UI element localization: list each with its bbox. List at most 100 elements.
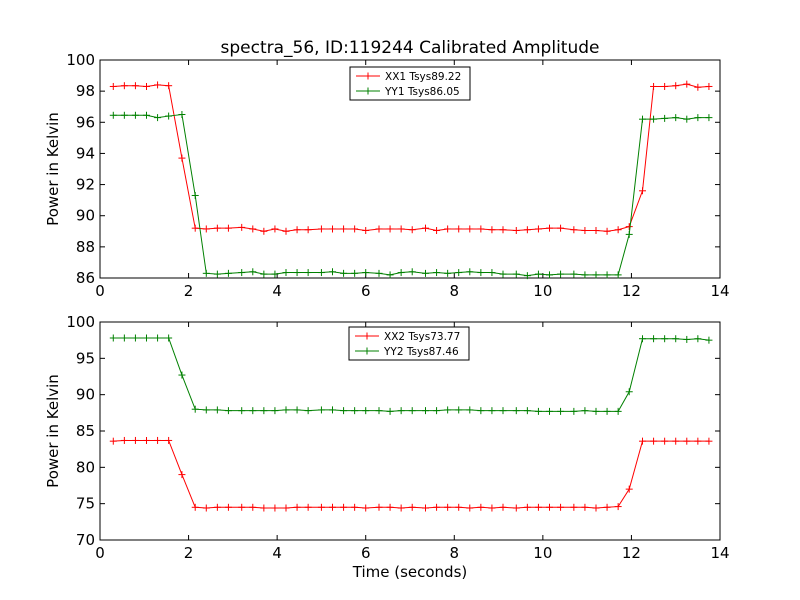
data-point (639, 437, 646, 445)
data-point (523, 407, 531, 415)
data-point (165, 82, 173, 90)
data-point (581, 503, 589, 511)
data-point (260, 227, 268, 235)
data-point (154, 436, 162, 444)
data-point (477, 407, 485, 415)
data-point (639, 187, 646, 195)
data-point (650, 115, 658, 123)
x-tick-label: 8 (450, 544, 460, 562)
data-point (592, 271, 600, 279)
x-axis-label: Time (seconds) (352, 563, 468, 581)
data-point (499, 270, 507, 278)
data-point (191, 503, 199, 511)
data-point (581, 407, 589, 415)
data-point (661, 437, 669, 445)
data-point (705, 336, 713, 344)
data-point (165, 112, 173, 120)
data-point (397, 407, 405, 415)
data-point (661, 82, 669, 90)
data-point (422, 407, 429, 415)
data-point (570, 407, 578, 415)
plot-frame (99, 59, 721, 279)
y-tick-label: 100 (66, 51, 95, 69)
data-point (661, 114, 669, 122)
data-point (238, 407, 246, 415)
data-point (271, 270, 279, 278)
data-point (466, 225, 474, 233)
data-point (625, 485, 633, 493)
data-point (260, 407, 268, 415)
data-point (178, 371, 186, 379)
data-point (523, 272, 531, 280)
data-point (592, 407, 600, 415)
y-tick-label: 80 (76, 458, 95, 476)
data-point (351, 269, 359, 277)
data-point (260, 504, 268, 512)
data-point (154, 334, 162, 342)
data-point (397, 269, 405, 277)
y-tick-label: 96 (76, 113, 95, 131)
data-point (488, 269, 496, 277)
data-point (282, 406, 290, 414)
data-point (455, 269, 463, 277)
y-tick-label: 88 (76, 238, 95, 256)
data-point (422, 269, 429, 277)
data-point (224, 503, 232, 511)
y-tick-label: 86 (76, 269, 95, 287)
data-point (120, 334, 128, 342)
data-point (603, 503, 611, 511)
data-point (534, 225, 542, 233)
data-point (213, 270, 221, 278)
data-point (614, 271, 622, 279)
data-point (672, 114, 680, 122)
data-point (455, 503, 463, 511)
x-tick-label: 8 (450, 282, 460, 300)
x-tick-label: 0 (95, 544, 105, 562)
data-point (178, 154, 186, 162)
data-point (304, 226, 312, 234)
data-point (592, 504, 600, 512)
data-point (178, 111, 186, 118)
x-tick-label: 2 (184, 282, 194, 300)
x-tick-label: 12 (622, 544, 641, 562)
legend-label: XX1 Tsys89.22 (385, 71, 461, 83)
bottom-subplot: 0 2 4 6 8 10 12 14 70 75 80 85 90 95 100 Power in Kelvi… (44, 313, 730, 581)
data-point (570, 270, 578, 278)
x-tick-label: 6 (361, 282, 371, 300)
data-point (650, 437, 658, 445)
data-point (523, 226, 531, 234)
data-point (408, 226, 416, 234)
data-point (329, 268, 336, 276)
data-point (143, 111, 150, 119)
data-point (224, 407, 232, 415)
data-point (202, 225, 210, 233)
data-point (238, 503, 246, 511)
data-point (375, 225, 383, 233)
data-point (422, 504, 429, 512)
data-point (650, 335, 658, 343)
data-point (304, 407, 312, 415)
data-point (120, 436, 128, 444)
data-point (444, 269, 452, 277)
data-point (202, 406, 210, 414)
data-point (351, 225, 359, 233)
x-tick-label: 10 (533, 282, 552, 300)
data-point (131, 82, 139, 90)
data-point (317, 269, 325, 277)
data-point (705, 437, 713, 445)
data-point (614, 226, 622, 234)
data-point (213, 224, 221, 232)
data-point (477, 269, 485, 277)
data-point (408, 268, 416, 276)
legend-label: XX2 Tsys73.77 (384, 331, 460, 343)
y-tick-label: 90 (76, 207, 95, 225)
data-point (639, 115, 646, 123)
data-point (705, 82, 713, 90)
data-point (639, 335, 646, 343)
data-point (705, 114, 713, 122)
y-tick-label: 90 (76, 386, 95, 404)
x-tick-label: 4 (272, 282, 282, 300)
data-point (154, 81, 162, 89)
x-tick-label: 2 (184, 544, 194, 562)
data-point (433, 407, 441, 415)
